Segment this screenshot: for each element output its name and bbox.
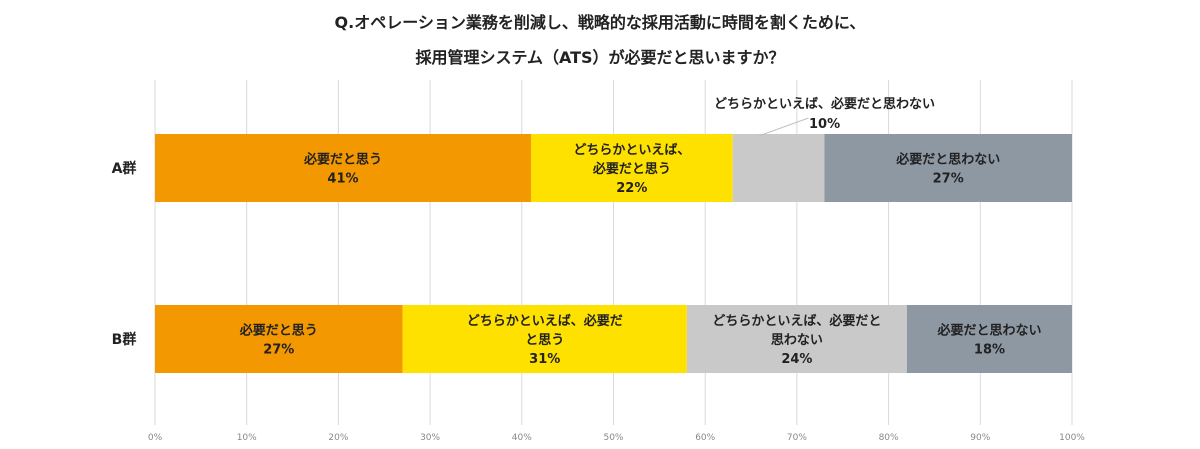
x-tick-label: 20% <box>328 433 348 443</box>
data-value-label: 27% <box>263 343 294 358</box>
segment-label: と思う <box>525 333 564 348</box>
bar-segment <box>906 305 1072 373</box>
bar-segment <box>732 134 825 202</box>
segment-label: 必要だと思わない <box>936 323 1041 339</box>
bar-segment <box>824 134 1072 202</box>
x-tick-label: 90% <box>970 433 990 443</box>
segment-label: 思わない <box>771 333 823 348</box>
data-value-label: 31% <box>529 352 560 367</box>
data-value-label: 27% <box>933 172 964 187</box>
x-tick-label: 50% <box>603 433 623 443</box>
callout-leader-line <box>758 117 809 137</box>
category-label: A群 <box>112 160 137 177</box>
x-tick-label: 80% <box>879 433 899 443</box>
x-tick-label: 10% <box>237 433 257 443</box>
bar-segment <box>155 305 403 373</box>
chart-title-line-1: Q.オペレーション業務を削減し、戦略的な採用活動に時間を割くために、 <box>334 13 866 32</box>
x-tick-label: 60% <box>695 433 715 443</box>
segment-label: 必要だと思う <box>239 323 318 339</box>
category-label: B群 <box>112 331 137 348</box>
x-tick-label: 100% <box>1059 433 1085 443</box>
x-tick-label: 70% <box>787 433 807 443</box>
segment-label: どちらかといえば、 <box>573 143 690 158</box>
bar-segment <box>686 305 907 373</box>
data-value-label: 18% <box>974 343 1005 358</box>
callout-label: どちらかといえば、必要だと思わない <box>714 96 935 112</box>
data-value-label: 22% <box>616 181 647 196</box>
x-tick-label: 0% <box>148 433 163 443</box>
segment-label: どちらかといえば、必要だと <box>712 313 881 329</box>
segment-label: 必要だと思う <box>592 161 671 177</box>
bar-segment <box>155 134 531 202</box>
segment-label: どちらかといえば、必要だ <box>467 313 623 329</box>
data-value-label: 41% <box>327 172 358 187</box>
segment-label: 必要だと思う <box>303 152 382 168</box>
x-tick-label: 30% <box>420 433 440 443</box>
bar-segment <box>530 134 733 202</box>
bar-segment <box>402 305 687 373</box>
callout-value-label: 10% <box>809 117 840 132</box>
segment-label: 必要だと思わない <box>895 152 1000 168</box>
chart-title-line-2: 採用管理システム（ATS）が必要だと思いますか？ <box>415 48 785 67</box>
x-tick-label: 40% <box>512 433 532 443</box>
data-value-label: 24% <box>781 352 812 367</box>
